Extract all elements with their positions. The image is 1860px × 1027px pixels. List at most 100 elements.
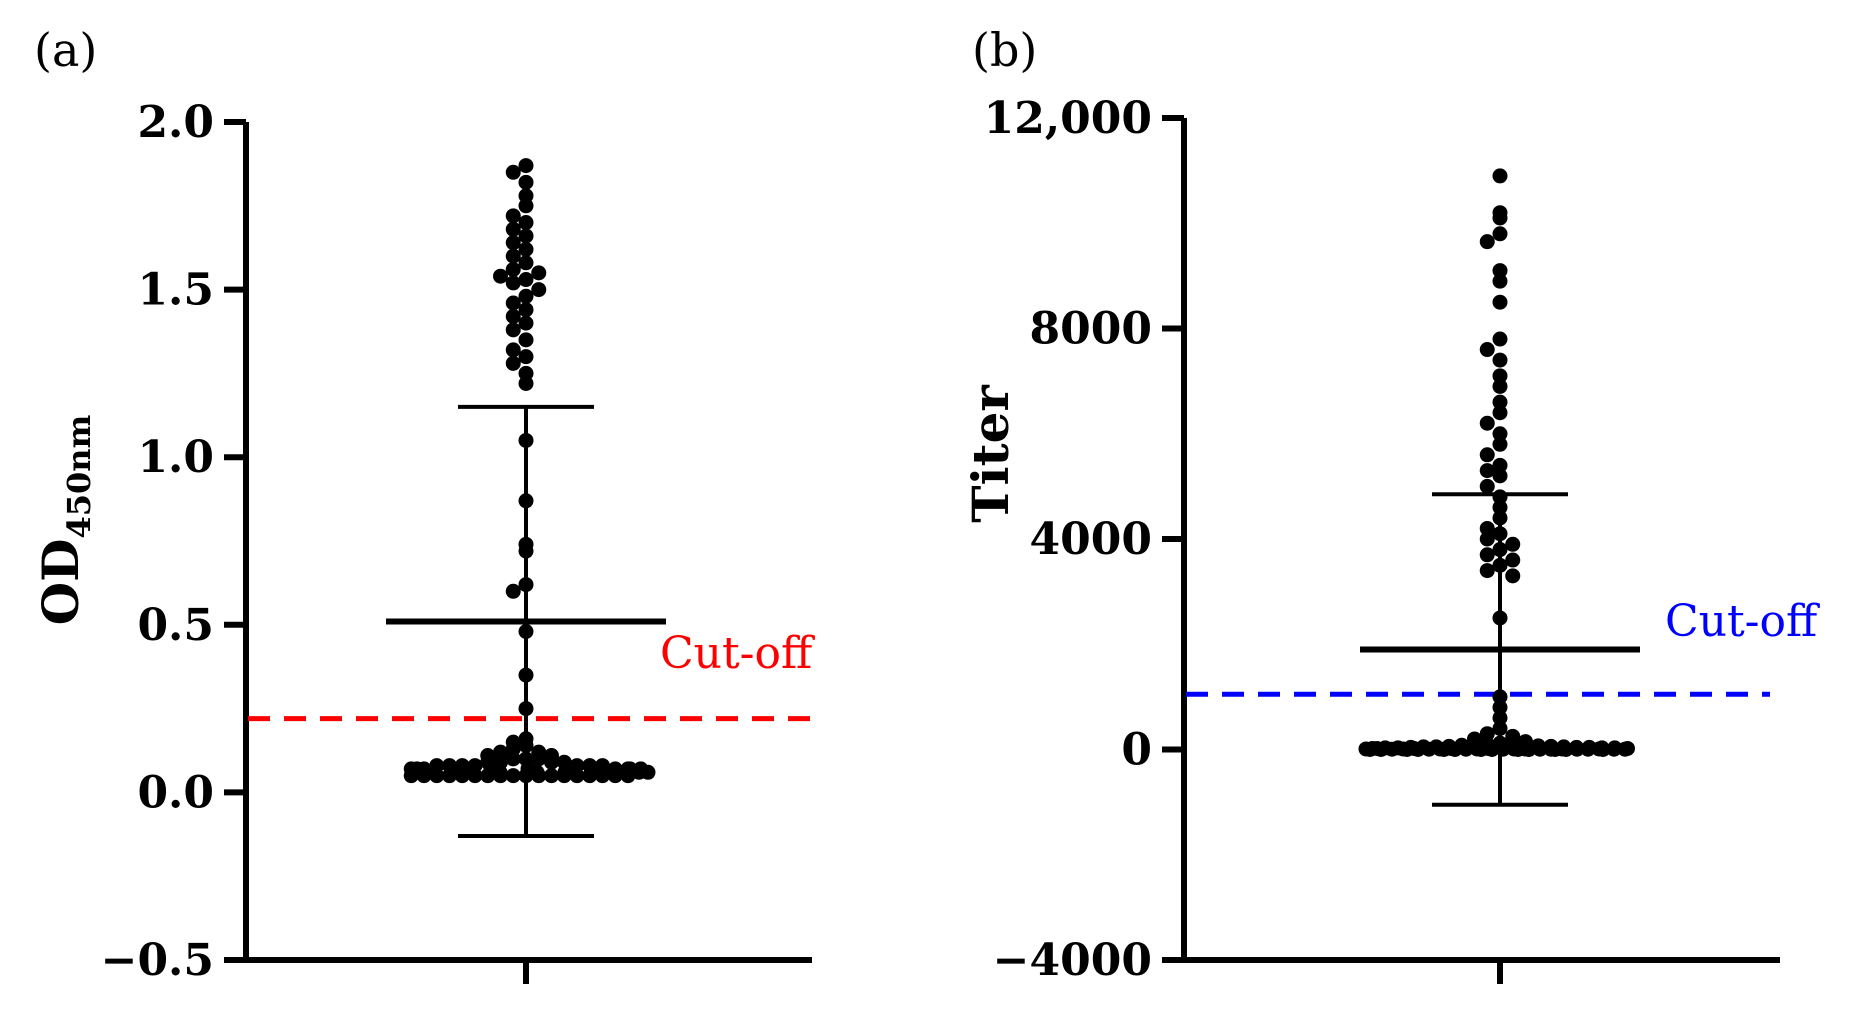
data-point — [505, 751, 521, 767]
data-point — [505, 208, 521, 224]
data-point — [1558, 742, 1574, 757]
data-point — [1492, 352, 1508, 368]
cutoff-label: Cut-off — [1665, 596, 1820, 647]
data-point — [467, 768, 483, 784]
y-tick-label: 8000 — [1030, 304, 1152, 355]
data-point — [505, 583, 521, 599]
data-point — [1617, 741, 1633, 757]
data-point — [429, 768, 445, 784]
data-point — [518, 375, 534, 391]
data-point — [518, 272, 534, 288]
data-point — [505, 261, 521, 277]
data-point — [1492, 294, 1508, 310]
data-point — [1473, 742, 1489, 757]
data-point — [595, 768, 610, 784]
panel-b: (b) Titer 12,000 8000 4000 0 −4000 Cut-off — [961, 23, 1820, 986]
data-point — [1479, 547, 1495, 563]
data-point — [505, 322, 521, 338]
data-point — [480, 768, 496, 784]
data-point — [505, 342, 521, 358]
y-axis-title-a: OD450nm — [31, 414, 98, 625]
data-point — [493, 768, 508, 784]
data-point — [1580, 741, 1596, 757]
data-point — [607, 768, 623, 784]
axes-a: 2.0 1.5 1.0 0.5 0.0 −0.5 — [101, 97, 812, 986]
data-point — [544, 754, 559, 770]
data-point — [1479, 463, 1495, 479]
data-point — [1436, 742, 1452, 757]
data-point — [531, 282, 547, 298]
data-point — [1384, 741, 1400, 757]
data-point — [1362, 742, 1378, 757]
data-point — [1521, 742, 1537, 757]
points-b — [1358, 168, 1635, 757]
data-point — [493, 268, 508, 284]
y-tick-label: 1.0 — [137, 432, 214, 483]
data-point — [1492, 273, 1508, 289]
data-point — [1492, 168, 1508, 184]
data-point — [505, 248, 521, 264]
y-tick-label: 0 — [1121, 725, 1152, 776]
y-tick-label: 1.5 — [137, 265, 214, 316]
data-point — [518, 302, 534, 318]
data-point — [505, 768, 521, 784]
stats-a — [386, 404, 666, 838]
data-point — [505, 308, 521, 324]
data-point — [1595, 742, 1611, 757]
points-a — [403, 158, 656, 784]
axes-b: 12,000 8000 4000 0 −4000 — [984, 93, 1780, 986]
data-point — [1492, 426, 1508, 442]
data-point — [1492, 226, 1508, 242]
data-point — [518, 174, 534, 190]
data-point — [1410, 742, 1426, 757]
y-axis-title-b: Titer — [961, 385, 1020, 523]
cutoff-group-b: Cut-off — [1186, 596, 1820, 697]
data-point — [518, 228, 534, 244]
data-point — [1492, 210, 1508, 226]
data-point — [1421, 741, 1437, 757]
data-point — [569, 768, 585, 784]
data-point — [1505, 536, 1521, 552]
panel-label-b: (b) — [972, 23, 1037, 77]
data-point — [531, 265, 547, 281]
data-point — [1492, 405, 1508, 421]
panel-a: (a) OD450nm 2.0 1.5 1.0 0.5 0.0 −0.5 Cut-off — [31, 23, 815, 986]
stats-b — [1360, 492, 1640, 807]
data-point — [505, 295, 521, 311]
data-point — [1492, 368, 1508, 384]
data-point — [1492, 436, 1508, 452]
data-point — [1479, 234, 1495, 250]
data-point — [1492, 263, 1508, 279]
data-point — [1479, 415, 1495, 431]
data-point — [1447, 742, 1463, 757]
data-point — [1505, 552, 1521, 568]
data-point — [1606, 741, 1622, 757]
data-point — [1373, 742, 1389, 757]
y-tick-label: 4000 — [1030, 514, 1152, 565]
data-point — [454, 768, 470, 784]
data-point — [518, 198, 534, 214]
data-point — [556, 768, 572, 784]
data-point — [1505, 568, 1521, 584]
panel-label-a: (a) — [34, 23, 97, 77]
y-tick-label: 0.5 — [137, 600, 214, 651]
data-point — [505, 355, 521, 371]
cutoff-group-a: Cut-off — [248, 628, 815, 722]
data-point — [1492, 457, 1508, 473]
data-point — [518, 158, 534, 174]
data-point — [1479, 726, 1495, 742]
data-point — [1399, 742, 1415, 757]
data-point — [1479, 563, 1495, 579]
data-point — [403, 768, 419, 784]
data-point — [1479, 342, 1495, 358]
data-point — [1479, 531, 1495, 547]
data-point — [1510, 742, 1526, 757]
data-point — [1547, 742, 1563, 757]
data-point — [1492, 331, 1508, 347]
data-point — [1458, 741, 1474, 757]
data-point — [518, 288, 534, 304]
data-point — [1492, 378, 1508, 394]
y-tick-label: −4000 — [993, 935, 1152, 986]
data-point — [518, 255, 534, 271]
